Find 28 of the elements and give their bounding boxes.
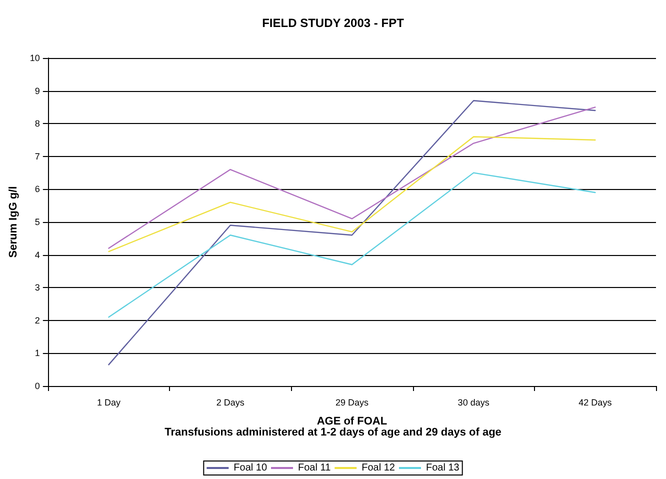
line-series [108,136,596,252]
legend-label: Foal 12 [362,462,396,474]
y-tick-label: 6 [34,184,40,194]
y-tick-label: 0 [34,381,40,391]
y-tick-label: 4 [34,250,40,260]
x-axis-title: AGE of FOAL [316,416,388,428]
y-tick-label: 9 [34,86,40,96]
legend-label: Foal 11 [298,462,332,474]
y-tick-label: 1 [34,348,40,358]
x-tick-label: 30 days [458,398,490,408]
x-tick-label: 29 Days [335,398,369,408]
y-tick-label: 3 [34,282,40,293]
y-tick-label: 2 [34,315,40,326]
text: Transfusions administered at 1-2 days of age and 29 days of age [164,426,502,438]
y-axis-title: Serum IgG g/l [8,186,20,258]
x-tick-label: 42 Days [578,398,612,408]
y-tick-label: 8 [34,118,40,129]
legend-label: Foal 13 [426,462,460,474]
y-tick-label: 10 [30,53,40,63]
x-tick-label: 2 Days [216,398,245,408]
line-series [108,106,596,249]
legend-label: Foal 10 [234,462,268,474]
x-tick-label: 1 Day [96,398,121,408]
chart-title: FIELD STUDY 2003 - FPT [262,16,405,30]
y-tick-label: 7 [34,151,40,162]
line-series [108,100,596,366]
line-series [108,172,596,318]
y-tick-label: 5 [34,217,40,227]
